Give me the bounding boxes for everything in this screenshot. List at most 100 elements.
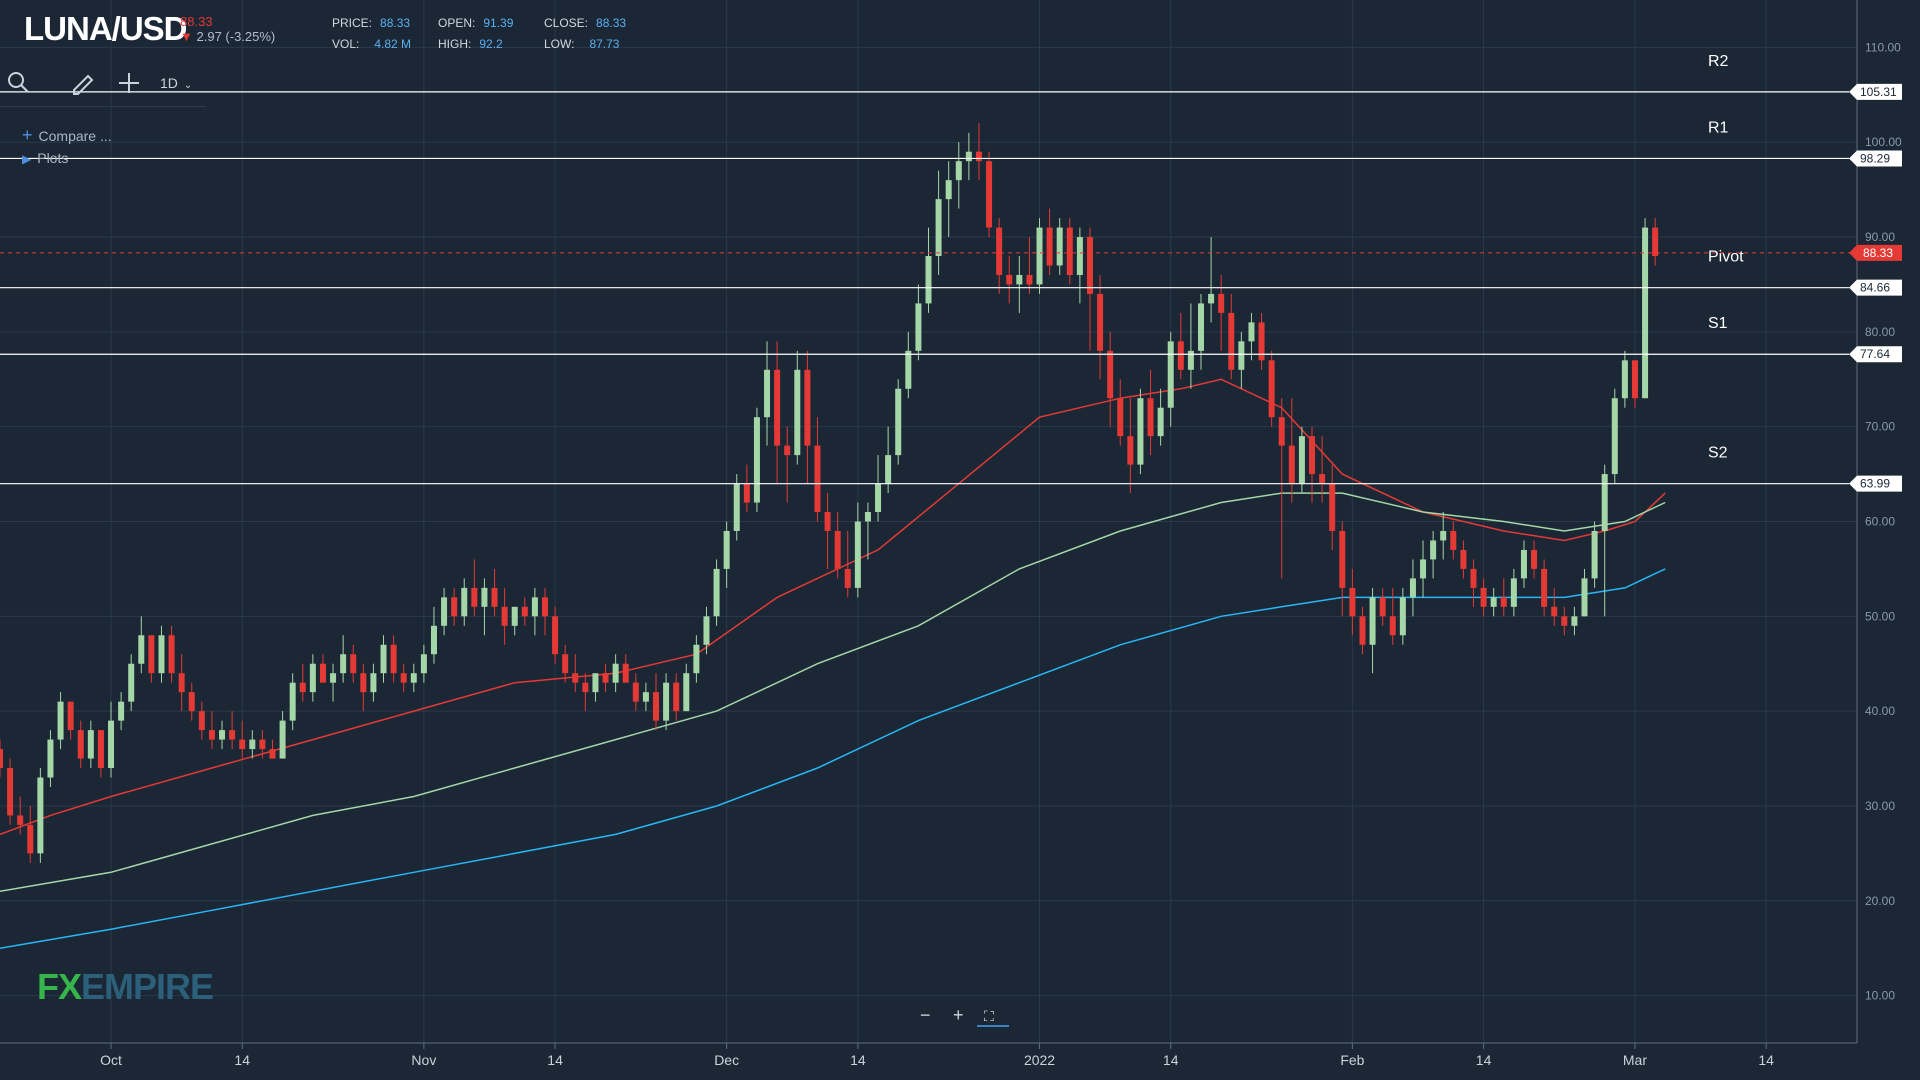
candle — [955, 142, 962, 209]
candle-body — [1147, 398, 1154, 437]
candle-body — [97, 730, 104, 769]
compare-label: Compare ... — [38, 128, 112, 144]
candle-body — [1430, 540, 1437, 560]
plots-button[interactable]: ▶ Plots — [22, 150, 68, 166]
candle — [1399, 587, 1406, 645]
candle — [239, 720, 246, 759]
symbol-title: LUNA/USD — [24, 10, 187, 47]
stat-price-value: 88.33 — [380, 16, 411, 30]
candle-body — [1642, 227, 1649, 399]
candle-body — [511, 606, 518, 626]
candle-body — [996, 227, 1003, 275]
candle — [1369, 587, 1376, 674]
candle-body — [642, 692, 649, 702]
stat-price: PRICE: 88.33 — [332, 16, 410, 30]
fullscreen-icon[interactable]: ⛶ — [984, 1008, 994, 1024]
candle — [1127, 398, 1134, 494]
level-value: 84.66 — [1860, 281, 1890, 295]
x-tick-label: 14 — [1476, 1052, 1492, 1068]
candle — [1197, 293, 1204, 370]
candle — [1389, 587, 1396, 645]
candle — [1430, 530, 1437, 579]
series-line-sma-50 — [0, 378, 1666, 836]
candle — [158, 625, 165, 683]
candle — [27, 805, 34, 863]
candle — [521, 597, 528, 626]
candle — [77, 720, 84, 769]
candle-body — [1611, 398, 1618, 475]
candle — [1097, 274, 1104, 380]
candle — [834, 512, 841, 579]
x-tick-label: 14 — [234, 1052, 250, 1068]
logo-empire: EMPIRE — [81, 966, 214, 1007]
candle — [582, 673, 589, 712]
candle-body — [239, 739, 246, 750]
y-tick-label: 90.00 — [1865, 230, 1895, 244]
candle-body — [1056, 227, 1063, 266]
candle — [1339, 521, 1346, 617]
candle-body — [531, 597, 538, 617]
candle-body — [1228, 312, 1235, 370]
zoom-indicator — [977, 1025, 1009, 1027]
candle-body — [118, 701, 125, 721]
zoom-controls: − + ⛶ — [910, 1003, 1010, 1029]
candle-body — [1268, 360, 1275, 418]
candle — [1611, 388, 1618, 484]
y-tick-label: 60.00 — [1865, 515, 1895, 529]
candle-body — [1248, 322, 1255, 342]
compare-button[interactable]: + Compare ... — [22, 125, 112, 146]
candle — [451, 587, 458, 626]
price-change: ▼ 2.97 (-3.25%) — [180, 29, 275, 44]
candle — [430, 606, 437, 664]
candle — [37, 768, 44, 863]
candle — [1016, 256, 1023, 313]
candle-body — [1561, 616, 1568, 626]
candle-body — [168, 635, 175, 674]
candle — [188, 682, 195, 721]
candle — [380, 635, 387, 683]
candle — [723, 521, 730, 588]
last-price: 88.33 — [180, 14, 213, 29]
candle-body — [350, 654, 357, 674]
candle-body — [471, 587, 478, 607]
candle-body — [703, 616, 710, 645]
candle — [1208, 237, 1215, 323]
search-icon[interactable] — [6, 70, 32, 102]
level-name-s2: S2 — [1708, 445, 1728, 462]
zoom-out-button[interactable]: − — [920, 1005, 931, 1025]
candle-body — [1369, 597, 1376, 645]
candle — [986, 151, 993, 238]
candle — [1309, 426, 1316, 503]
candle-body — [1440, 530, 1447, 541]
add-icon[interactable] — [116, 70, 142, 102]
candle-body — [269, 749, 276, 759]
candle-body — [723, 530, 730, 569]
candle — [17, 796, 24, 835]
candle — [1379, 587, 1386, 626]
candle — [1601, 464, 1608, 617]
candle — [1460, 540, 1467, 579]
candle-body — [390, 644, 397, 674]
last-price-marker: 88.33 — [0, 244, 1902, 261]
candle-body — [774, 369, 781, 446]
fxempire-logo: FXEMPIRE — [37, 966, 214, 1008]
candle — [441, 587, 448, 636]
candle-body — [67, 701, 74, 731]
candle — [733, 474, 740, 541]
zoom-in-button[interactable]: + — [953, 1005, 964, 1025]
candle — [108, 701, 115, 778]
candle — [1006, 256, 1013, 304]
interval-select[interactable]: 1D ⌄ — [160, 75, 192, 91]
pencil-icon[interactable] — [70, 70, 96, 102]
candle-body — [259, 739, 266, 750]
candle — [67, 701, 74, 740]
candle-body — [1278, 417, 1285, 446]
candle — [511, 606, 518, 636]
y-tick-label: 50.00 — [1865, 609, 1895, 623]
candle-body — [653, 692, 660, 721]
candle — [1026, 237, 1033, 294]
candle — [885, 426, 892, 494]
candle-body — [1238, 341, 1245, 370]
candle — [673, 673, 680, 721]
